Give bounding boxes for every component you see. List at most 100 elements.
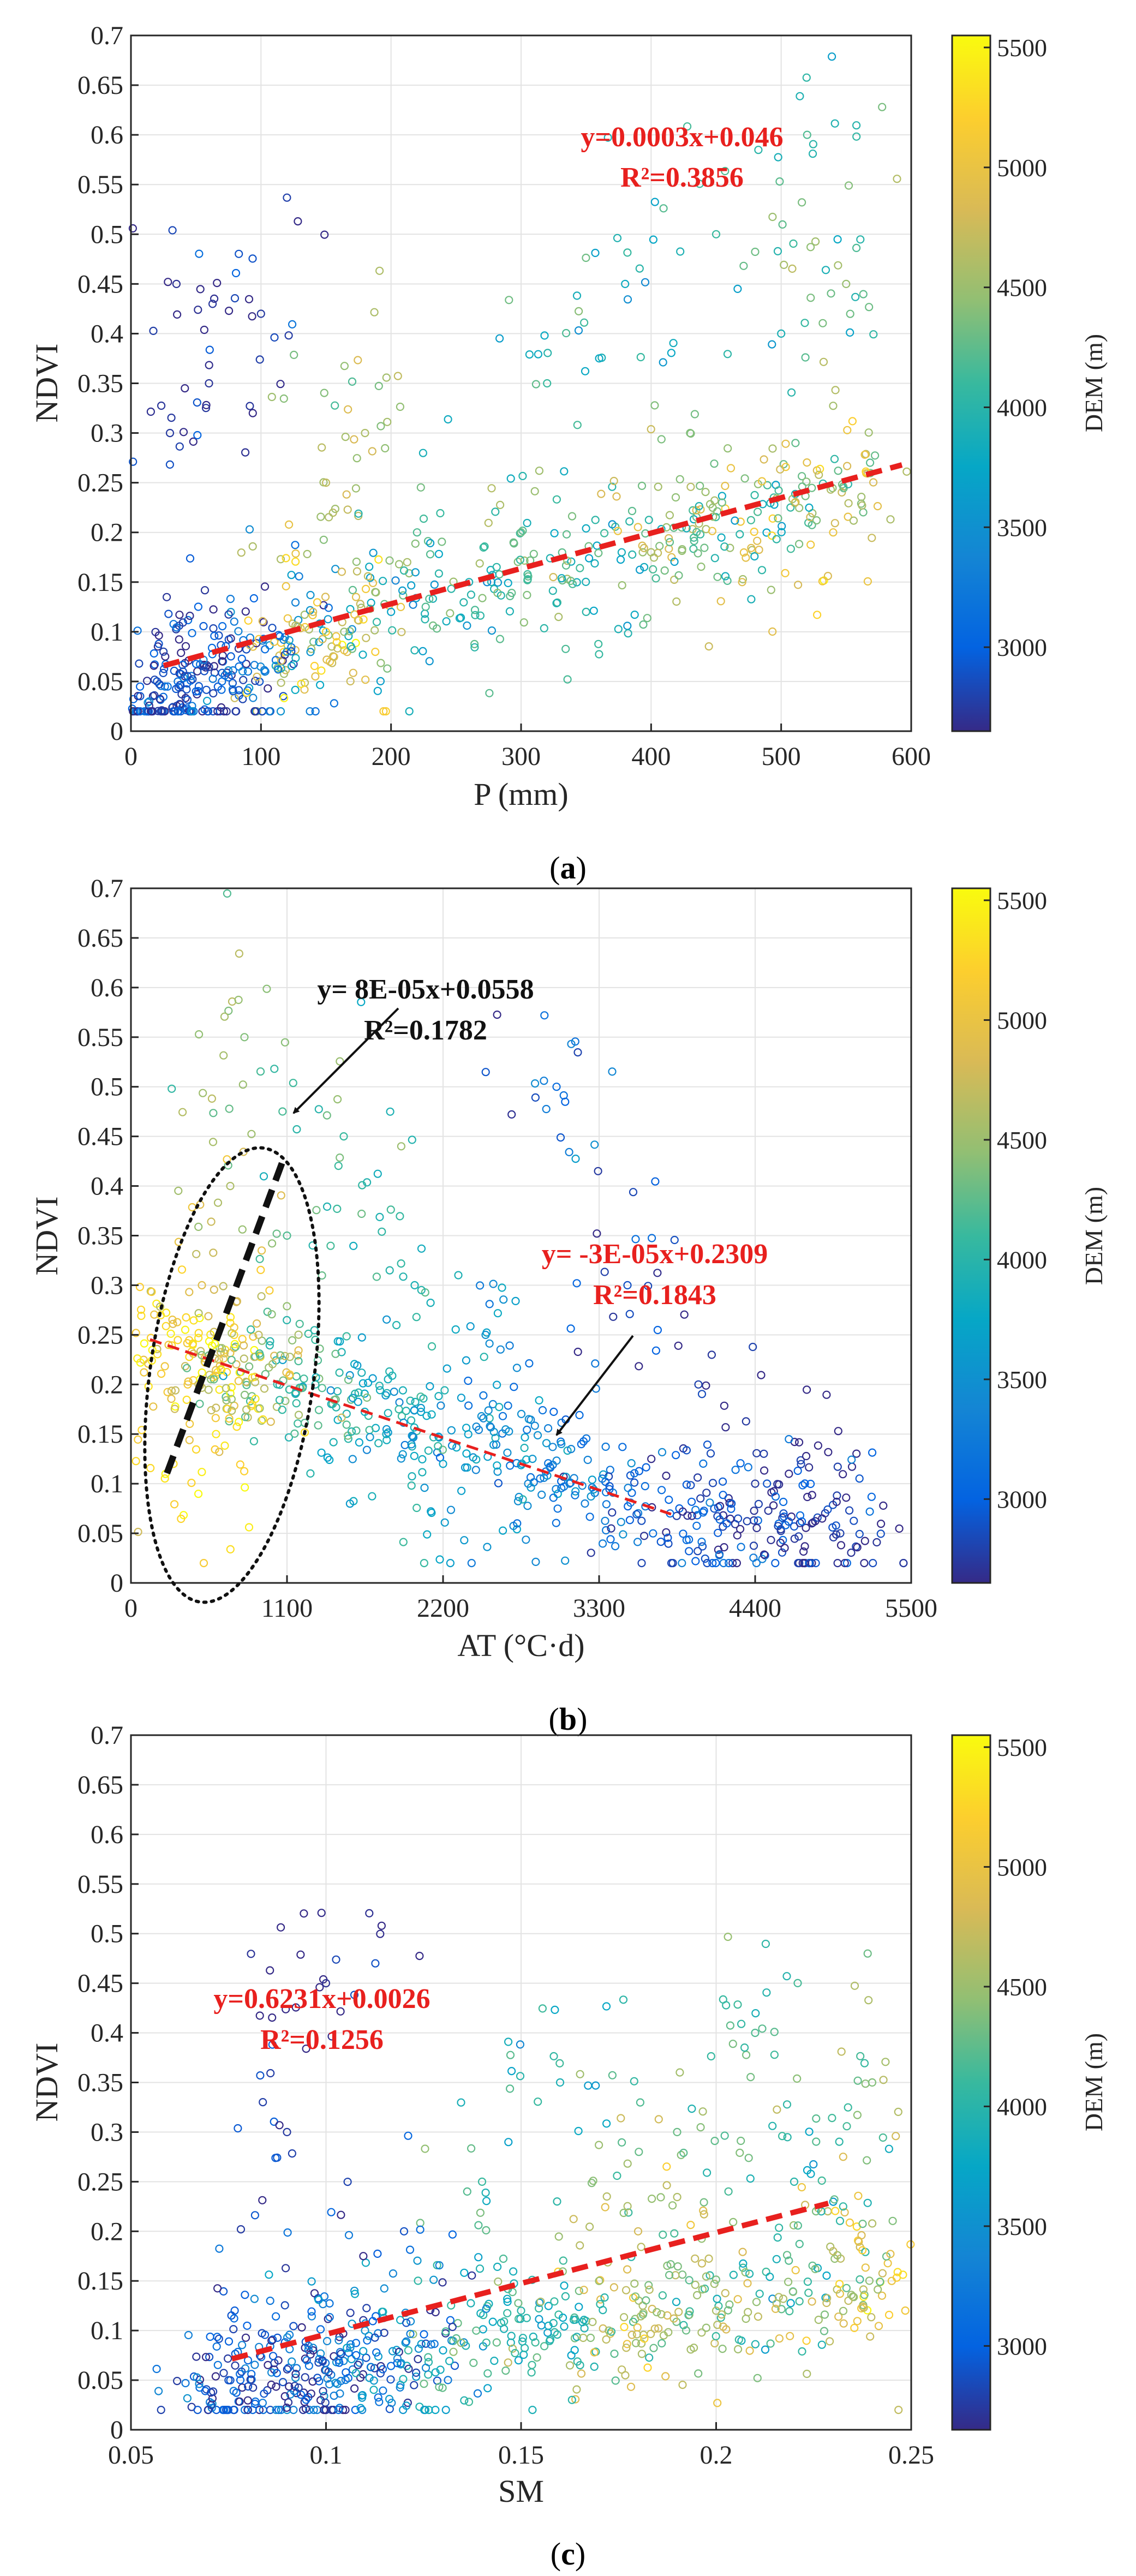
- data-point: [542, 1439, 551, 1448]
- data-point: [611, 1542, 620, 1551]
- panel-a-points: [128, 52, 911, 716]
- data-point: [651, 1177, 660, 1186]
- data-point: [371, 1959, 380, 1968]
- data-point: [689, 533, 698, 542]
- data-point: [669, 2314, 678, 2323]
- data-point: [223, 1404, 232, 1413]
- data-point: [675, 475, 684, 483]
- data-point: [830, 2195, 839, 2204]
- data-point: [768, 444, 777, 453]
- data-point: [799, 1547, 808, 1556]
- data-point: [201, 2387, 210, 2395]
- data-point: [344, 405, 352, 414]
- data-point: [392, 2346, 401, 2354]
- data-point: [591, 248, 600, 258]
- panel-a: 00.050.10.150.20.250.30.350.40.450.50.55…: [29, 21, 1108, 886]
- data-point: [241, 2406, 249, 2414]
- data-point: [839, 2153, 847, 2161]
- data-point: [832, 1521, 840, 1530]
- data-point: [668, 2201, 677, 2210]
- data-point: [901, 2306, 910, 2315]
- data-point: [751, 2029, 760, 2037]
- data-point: [475, 1281, 485, 1290]
- data-point: [399, 2375, 408, 2383]
- data-point: [464, 1401, 473, 1410]
- data-point: [159, 668, 168, 678]
- data-point: [789, 239, 798, 248]
- data-point: [238, 695, 247, 703]
- data-point: [470, 643, 479, 652]
- data-point: [686, 482, 695, 491]
- data-point: [754, 1516, 762, 1525]
- data-point: [186, 1419, 194, 1429]
- data-point: [352, 1426, 361, 1435]
- data-point: [835, 2137, 844, 2146]
- data-point: [210, 662, 218, 671]
- data-point: [550, 529, 559, 537]
- data-point: [212, 1430, 220, 1438]
- data-point: [373, 1169, 382, 1178]
- data-point: [710, 1504, 719, 1513]
- data-point: [617, 2365, 626, 2374]
- data-point: [344, 1435, 352, 1443]
- data-point: [798, 1481, 807, 1490]
- data-point: [806, 294, 815, 302]
- data-point: [673, 2192, 681, 2202]
- data-point: [214, 1355, 223, 1364]
- data-point: [150, 691, 159, 700]
- data-point: [710, 554, 719, 563]
- data-point: [624, 1484, 632, 1492]
- data-point: [285, 1353, 294, 1361]
- data-point: [795, 2239, 804, 2249]
- data-point: [530, 1079, 540, 1088]
- data-point: [829, 402, 838, 410]
- y-tick-label: 0.25: [77, 1320, 123, 1349]
- data-point: [727, 1499, 736, 1508]
- data-point: [894, 2107, 902, 2116]
- data-point: [691, 1505, 700, 1514]
- data-point: [423, 537, 433, 546]
- data-point: [678, 1507, 687, 1516]
- data-point: [516, 555, 525, 564]
- data-point: [535, 2298, 544, 2307]
- data-point: [505, 607, 515, 616]
- data-point: [209, 689, 218, 698]
- data-point: [338, 2406, 348, 2414]
- data-point: [847, 2291, 856, 2299]
- data-point: [657, 1486, 666, 1495]
- data-point: [487, 484, 496, 493]
- data-point: [237, 2367, 246, 2376]
- data-point: [158, 707, 166, 716]
- data-point: [516, 2072, 525, 2081]
- data-point: [217, 1344, 226, 1353]
- data-point: [685, 1547, 693, 1556]
- data-point: [292, 1399, 301, 1408]
- data-point: [410, 1281, 419, 1289]
- data-point: [268, 2352, 278, 2360]
- data-point: [724, 1933, 732, 1941]
- data-point: [277, 656, 286, 665]
- data-point: [644, 2281, 653, 2290]
- data-point: [281, 2264, 290, 2273]
- data-point: [256, 1265, 265, 1274]
- data-point: [263, 1307, 272, 1316]
- data-point: [848, 417, 857, 426]
- data-point: [462, 1356, 471, 1365]
- data-point: [395, 1398, 404, 1407]
- data-point: [478, 594, 487, 602]
- data-point: [524, 1479, 533, 1488]
- data-point: [725, 1559, 733, 1568]
- data-point: [258, 617, 267, 625]
- data-point: [429, 2275, 438, 2284]
- data-point: [514, 2299, 523, 2308]
- data-point: [752, 1523, 761, 1532]
- data-point: [211, 1414, 220, 1423]
- data-point: [606, 1535, 615, 1544]
- data-point: [365, 1909, 374, 1917]
- data-point: [224, 2376, 233, 2384]
- data-point: [653, 2308, 661, 2317]
- data-point: [411, 539, 420, 548]
- data-point: [715, 1551, 724, 1559]
- data-point: [283, 2228, 292, 2237]
